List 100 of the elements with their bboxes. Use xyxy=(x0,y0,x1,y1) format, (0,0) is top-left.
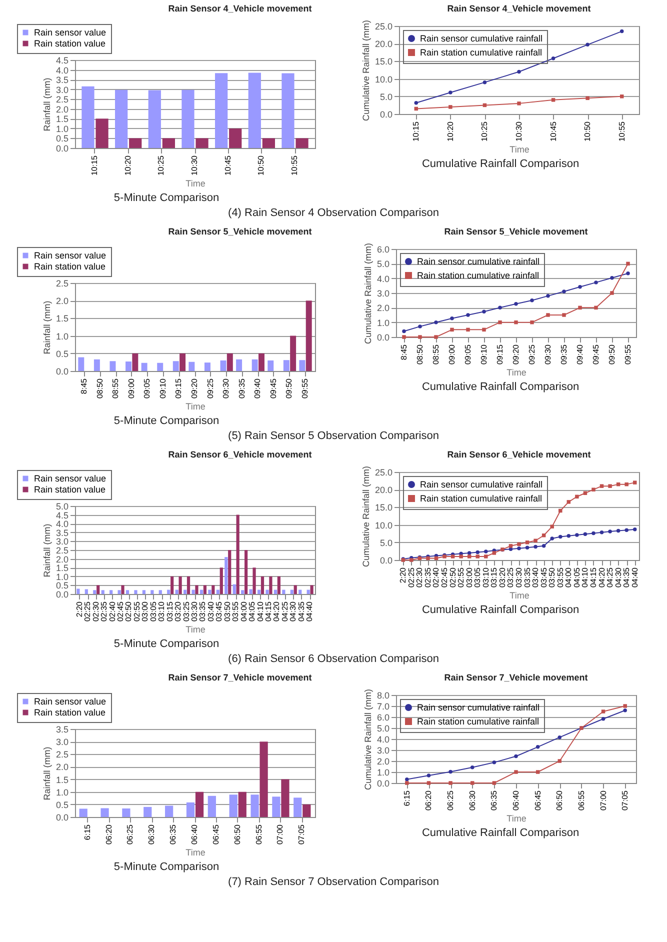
y-axis-title: Cumulative Rainfall (mm) xyxy=(362,688,373,790)
y-tick-label: 6.0 xyxy=(376,244,390,254)
y-tick-label: 0.0 xyxy=(56,812,68,822)
x-tick-label: 03:35 xyxy=(198,600,208,622)
bar xyxy=(82,86,94,148)
point xyxy=(601,710,606,714)
bar xyxy=(220,568,223,594)
x-tick-label: 2:20 xyxy=(398,566,408,584)
x-tick-label: 09:00 xyxy=(448,344,456,365)
bar xyxy=(158,590,162,594)
bar xyxy=(144,806,152,817)
x-tick-label: 03:50 xyxy=(222,600,232,622)
y-tick-label: 0.0 xyxy=(56,366,68,376)
y-tick-label: 2.0 xyxy=(56,554,68,564)
bar xyxy=(170,576,174,594)
x-tick-label: 04:40 xyxy=(305,600,314,622)
x-tick-label: 03:15 xyxy=(489,566,498,588)
chart-title: Rain Sensor 4_Vehicle movement xyxy=(446,3,590,14)
y-tick-label: 0.5 xyxy=(56,134,68,144)
x-tick-label: 03:20 xyxy=(174,600,183,622)
point xyxy=(550,98,555,102)
x-tick-label: 06:50 xyxy=(555,790,564,811)
x-tick-label: 07:00 xyxy=(598,790,608,811)
point xyxy=(623,708,627,712)
bar xyxy=(229,794,238,817)
bar xyxy=(118,590,121,594)
bar xyxy=(96,118,108,148)
x-axis-title: Time xyxy=(509,144,529,155)
bar xyxy=(178,576,182,594)
x-tick-label: 09:35 xyxy=(237,378,246,399)
bar xyxy=(277,576,280,594)
bar xyxy=(236,514,240,594)
bar xyxy=(110,361,116,371)
bar xyxy=(290,590,294,594)
bar xyxy=(142,590,146,594)
x-tick-label: 03:05 xyxy=(472,566,482,588)
bar xyxy=(236,359,242,371)
x-tick-label: 10:45 xyxy=(548,120,558,142)
point xyxy=(405,781,409,785)
point xyxy=(578,306,582,310)
point xyxy=(558,508,562,513)
x-tick-label: 09:30 xyxy=(544,344,552,365)
point xyxy=(574,533,578,537)
x-tick-label: 07:00 xyxy=(276,824,285,845)
point xyxy=(624,528,628,532)
bar xyxy=(266,590,269,594)
y-tick-label: 1.5 xyxy=(56,774,68,785)
point xyxy=(484,554,488,558)
x-tick-label: 03:25 xyxy=(506,566,515,588)
x-tick-label: 09:10 xyxy=(480,344,488,365)
x-tick-label: 09:10 xyxy=(158,378,168,399)
point xyxy=(498,320,502,324)
point xyxy=(550,56,555,60)
bar xyxy=(101,590,104,594)
point xyxy=(402,335,406,339)
x-tick-label: 04:40 xyxy=(630,566,639,588)
y-tick-label: 4.5 xyxy=(56,510,68,520)
text: (7) Rain Sensor 7 Observation Comparison xyxy=(227,875,440,890)
x-tick-label: 03:10 xyxy=(480,566,490,588)
x-tick-label: 03:20 xyxy=(497,566,506,588)
y-axis-title: Rainfall (mm) xyxy=(42,300,52,354)
y-tick-label: 2.0 xyxy=(56,762,68,772)
x-tick-label: 09:00 xyxy=(126,378,136,399)
y-tick-label: 1.0 xyxy=(56,331,68,342)
bar xyxy=(126,590,130,594)
bar xyxy=(195,792,204,817)
x-tick-label: 02:25 xyxy=(406,566,416,588)
point xyxy=(530,320,534,324)
x-axis-title: Time xyxy=(186,848,206,858)
y-tick-label: 0.0 xyxy=(376,778,390,788)
point xyxy=(492,551,496,555)
text: Cumulative Rainfall Comparison xyxy=(422,603,580,618)
point xyxy=(482,328,486,332)
text: (5) Rain Sensor 5 Observation Comparison xyxy=(227,429,440,444)
chart-title: Rain Sensor 7_Vehicle movement xyxy=(168,672,312,682)
point xyxy=(562,313,566,317)
y-tick-label: 10.0 xyxy=(374,74,392,84)
y-tick-label: 20.0 xyxy=(374,39,392,50)
chart-title: Rain Sensor 7_Vehicle movement xyxy=(444,672,588,682)
x-tick-label: 09:20 xyxy=(512,344,520,365)
x-axis-title: Time xyxy=(186,178,206,189)
x-tick-label: 2:20 xyxy=(74,600,84,618)
y-tick-label: 0.0 xyxy=(56,590,68,600)
x-tick-label: 03:30 xyxy=(190,600,199,622)
bar xyxy=(121,585,124,594)
x-axis-title: Time xyxy=(506,368,526,378)
y-tick-label: 3.5 xyxy=(56,75,68,86)
legend-label: Rain sensor cumulative rainfall xyxy=(420,34,542,44)
bar xyxy=(192,590,195,594)
bar xyxy=(299,360,306,371)
point xyxy=(578,284,582,289)
text: Cumulative Rainfall Comparison xyxy=(422,380,580,395)
y-tick-label: 2.0 xyxy=(376,756,390,766)
point xyxy=(601,717,606,721)
point xyxy=(585,42,589,47)
legend-label: Rain station cumulative rainfall xyxy=(420,48,542,58)
y-tick-label: 0.5 xyxy=(56,580,68,591)
x-tick-label: 02:50 xyxy=(124,600,134,622)
y-tick-label: 5.0 xyxy=(56,502,68,512)
x-tick-label: 03:25 xyxy=(182,600,191,622)
